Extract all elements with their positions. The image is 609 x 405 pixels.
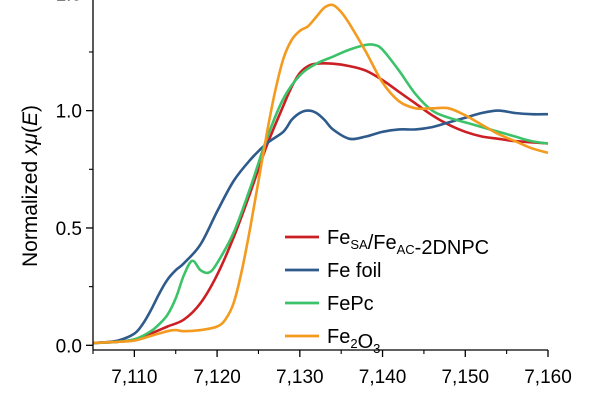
legend-label-4: Fe2O3	[327, 326, 380, 356]
y-tick-label: 0.5	[56, 219, 82, 240]
x-tick-label: 7,130	[276, 367, 324, 388]
series-line-2	[92, 109, 549, 345]
legend-label-1: FeSA/FeAC-2DNPC	[327, 227, 489, 259]
y-tick-label: 1.0	[56, 102, 82, 123]
y-tick-label-top: 1.5	[56, 0, 82, 5]
series-line-1	[92, 62, 549, 345]
x-tick-label: 7,160	[524, 367, 572, 388]
series-line-4	[92, 3, 549, 345]
legend-label-3: FePc	[327, 293, 374, 315]
series-lines	[92, 3, 549, 345]
x-tick-label: 7,150	[441, 367, 489, 388]
legend-label-2: Fe foil	[327, 260, 381, 282]
x-tick-label: 7,110	[111, 367, 157, 388]
x-tick-label: 7,140	[359, 367, 407, 388]
x-tick-label: 7,120	[193, 367, 241, 388]
series-line-3	[92, 43, 549, 345]
y-axis-title: Normalized xμ(E)	[19, 105, 42, 267]
y-tick-label: 0.0	[56, 336, 82, 357]
axes: 7,110 7,120 7,130 7,140 7,150 7,160 0.0 0.5 1.0 1…	[56, 0, 572, 388]
